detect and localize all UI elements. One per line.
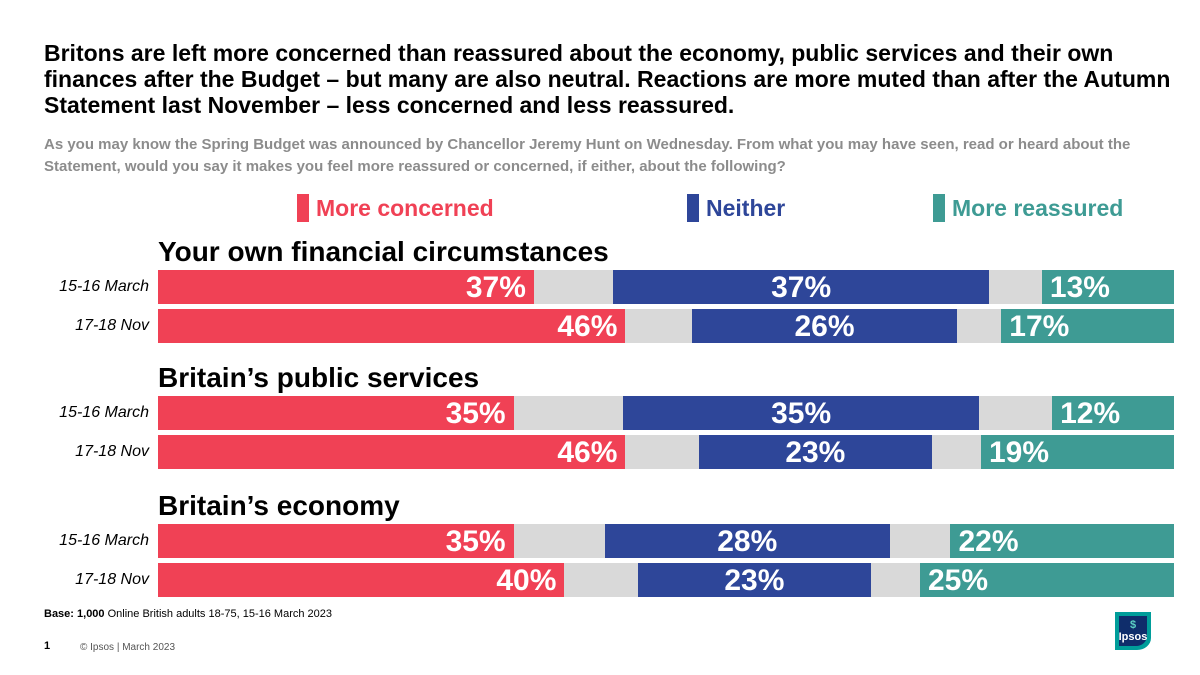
data-label-neither: 37%	[771, 271, 832, 304]
bar-track: 46% 26% 17%	[158, 309, 1174, 343]
bar-neither	[613, 270, 990, 304]
bar-neither	[692, 309, 957, 343]
legend-swatch-concerned	[297, 194, 309, 222]
legend-item-concerned: More concerned	[297, 194, 494, 222]
bar-concerned	[158, 563, 565, 597]
logo-text: Ipsos	[1119, 631, 1148, 643]
base-rest: Online British adults 18-75, 15-16 March…	[104, 608, 333, 620]
data-label-reassured: 17%	[1009, 310, 1070, 343]
bar-track: 35% 28% 22%	[158, 524, 1174, 558]
data-label-concerned: 37%	[465, 271, 526, 304]
base-note: Base: 1,000 Online British adults 18-75,…	[44, 608, 332, 620]
bar-reassured	[920, 563, 1174, 597]
data-label-neither: 23%	[785, 436, 846, 469]
data-label-concerned: 35%	[445, 397, 506, 430]
bar-concerned	[158, 524, 514, 558]
row-label: 17-18 Nov	[75, 443, 149, 460]
data-label-reassured: 13%	[1049, 271, 1110, 304]
bar-concerned	[158, 309, 626, 343]
row-label: 15-16 March	[59, 278, 149, 295]
legend-label-concerned: More concerned	[316, 194, 494, 221]
bar-concerned	[158, 396, 514, 430]
data-label-concerned: 46%	[557, 436, 618, 469]
svg-text:$: $	[1130, 619, 1136, 631]
data-label-reassured: 12%	[1060, 397, 1121, 430]
data-label-neither: 23%	[724, 564, 785, 597]
page-number: 1	[44, 640, 51, 652]
bar-concerned	[158, 270, 534, 304]
row-label: 15-16 March	[59, 532, 149, 549]
row-label: 17-18 Nov	[75, 571, 149, 588]
ipsos-logo: Ipsos $	[1115, 612, 1151, 650]
bar-track: 46% 23% 19%	[158, 435, 1174, 469]
bar-reassured	[950, 524, 1174, 558]
bar-neither	[698, 435, 933, 469]
data-label-concerned: 40%	[496, 564, 557, 597]
bar-track: 40% 23% 25%	[158, 563, 1174, 597]
data-label-neither: 35%	[771, 397, 832, 430]
chart-subtitle: As you may know the Spring Budget was an…	[44, 136, 1131, 175]
legend-swatch-reassured	[933, 194, 945, 222]
bar-concerned	[158, 435, 626, 469]
bar-reassured	[1001, 309, 1174, 343]
copyright: © Ipsos | March 2023	[80, 642, 176, 653]
bar-reassured	[980, 435, 1174, 469]
section-title-2: Britain’s economy	[158, 490, 400, 521]
bar-neither	[605, 524, 890, 558]
row-label: 17-18 Nov	[75, 317, 149, 334]
data-label-concerned: 35%	[445, 525, 506, 558]
legend-label-neither: Neither	[706, 194, 786, 221]
bar-reassured	[1041, 270, 1174, 304]
bar-track: 37% 37% 13%	[158, 270, 1174, 304]
row-label: 15-16 March	[59, 404, 149, 421]
bar-reassured	[1052, 396, 1174, 430]
bar-track: 35% 35% 12%	[158, 396, 1174, 430]
data-label-reassured: 25%	[928, 564, 989, 597]
legend-swatch-neither	[687, 194, 699, 222]
legend-item-reassured: More reassured	[933, 194, 1123, 222]
bar-neither	[637, 563, 872, 597]
section-title-1: Britain’s public services	[158, 362, 480, 393]
data-label-neither: 28%	[717, 525, 778, 558]
bar-neither	[623, 396, 979, 430]
section-title-0: Your own financial circumstances	[158, 236, 609, 267]
legend-label-reassured: More reassured	[952, 194, 1124, 221]
data-label-concerned: 46%	[557, 310, 618, 343]
chart-title: Britons are left more concerned than rea…	[44, 40, 1171, 118]
legend-item-neither: Neither	[687, 194, 785, 222]
data-label-neither: 26%	[794, 310, 855, 343]
base-bold: Base: 1,000	[44, 608, 105, 620]
data-label-reassured: 19%	[988, 436, 1049, 469]
data-label-reassured: 22%	[958, 525, 1019, 558]
